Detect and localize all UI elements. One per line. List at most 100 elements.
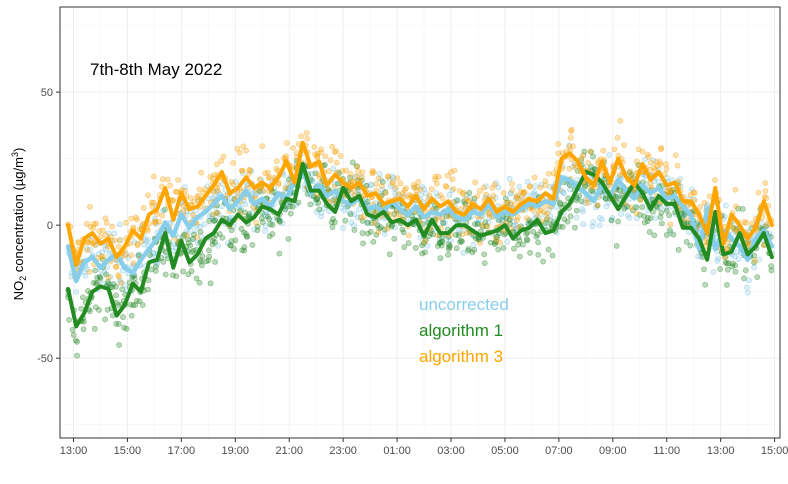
data-point — [244, 233, 251, 240]
data-point — [266, 233, 273, 240]
x-tick-label: 07:00 — [545, 445, 573, 457]
data-point — [465, 197, 472, 204]
data-point — [262, 170, 269, 177]
data-point — [318, 146, 325, 153]
data-point — [100, 227, 106, 234]
data-point — [225, 240, 231, 247]
data-point — [91, 221, 97, 227]
x-tick-label: 15:00 — [761, 445, 788, 457]
data-point — [152, 218, 159, 224]
data-point — [617, 117, 624, 124]
data-point — [423, 190, 429, 197]
data-point — [123, 219, 129, 226]
data-point — [489, 185, 496, 191]
data-point — [128, 252, 135, 259]
data-point — [370, 238, 377, 245]
data-point — [663, 207, 670, 214]
data-point — [666, 189, 673, 196]
data-point — [613, 242, 620, 249]
x-tick-label: 01:00 — [383, 445, 411, 457]
data-point — [588, 149, 595, 155]
data-point — [285, 236, 292, 242]
data-point — [628, 171, 635, 178]
data-point — [359, 174, 365, 181]
data-point — [516, 253, 523, 260]
data-point — [87, 308, 93, 315]
data-point — [342, 217, 349, 224]
data-point — [161, 206, 168, 213]
data-point — [626, 169, 633, 176]
data-point — [236, 204, 242, 211]
data-point — [534, 213, 541, 219]
data-point — [152, 263, 159, 270]
data-point — [96, 273, 103, 280]
data-point — [560, 190, 567, 197]
data-point — [152, 268, 159, 274]
data-point — [530, 191, 537, 198]
data-point — [446, 191, 453, 198]
data-point — [419, 183, 425, 190]
data-point — [479, 223, 486, 230]
data-point — [187, 242, 194, 249]
data-point — [568, 128, 575, 135]
data-point — [754, 274, 761, 281]
data-point — [420, 240, 427, 246]
data-point — [412, 184, 419, 191]
data-point — [412, 244, 419, 251]
data-point — [364, 220, 371, 227]
data-point — [363, 182, 370, 189]
data-point — [213, 161, 220, 168]
data-point — [710, 269, 717, 275]
data-point — [102, 215, 109, 222]
data-point — [515, 241, 522, 248]
data-point — [506, 221, 513, 227]
data-point — [748, 220, 755, 227]
data-point — [484, 209, 491, 216]
data-point — [121, 324, 127, 331]
data-point — [385, 222, 392, 228]
data-point — [395, 191, 402, 198]
data-point — [657, 214, 664, 221]
data-point — [646, 229, 653, 235]
data-point — [723, 202, 729, 209]
data-point — [121, 282, 128, 289]
data-point — [446, 244, 453, 251]
data-point — [204, 183, 211, 190]
data-point — [648, 196, 654, 203]
data-point — [581, 183, 588, 190]
data-point — [762, 223, 769, 230]
data-point — [240, 143, 247, 150]
data-point — [524, 237, 531, 244]
data-point — [101, 269, 108, 276]
data-point — [97, 233, 104, 240]
data-point — [379, 186, 386, 193]
legend-label-algorithm-3: algorithm 3 — [419, 347, 503, 366]
data-point — [209, 216, 216, 222]
data-point — [613, 195, 620, 202]
data-point — [500, 190, 507, 196]
data-point — [636, 211, 643, 218]
data-point — [150, 199, 157, 206]
data-point — [627, 168, 633, 175]
data-point — [492, 239, 498, 246]
data-point — [476, 188, 483, 194]
data-point — [628, 204, 635, 211]
data-point — [82, 272, 89, 279]
data-point — [214, 187, 221, 194]
data-point — [116, 342, 123, 348]
grid-minor-lines — [60, 7, 780, 438]
data-point — [460, 227, 467, 234]
data-point — [170, 197, 176, 204]
data-point — [377, 224, 384, 231]
data-point — [493, 236, 500, 243]
data-point — [282, 153, 289, 160]
data-point — [246, 211, 253, 217]
data-point — [66, 317, 73, 323]
data-point — [633, 210, 640, 217]
data-point — [629, 207, 636, 214]
data-point — [194, 222, 200, 229]
data-point — [413, 187, 420, 194]
data-point — [145, 236, 152, 243]
data-point — [249, 209, 256, 216]
